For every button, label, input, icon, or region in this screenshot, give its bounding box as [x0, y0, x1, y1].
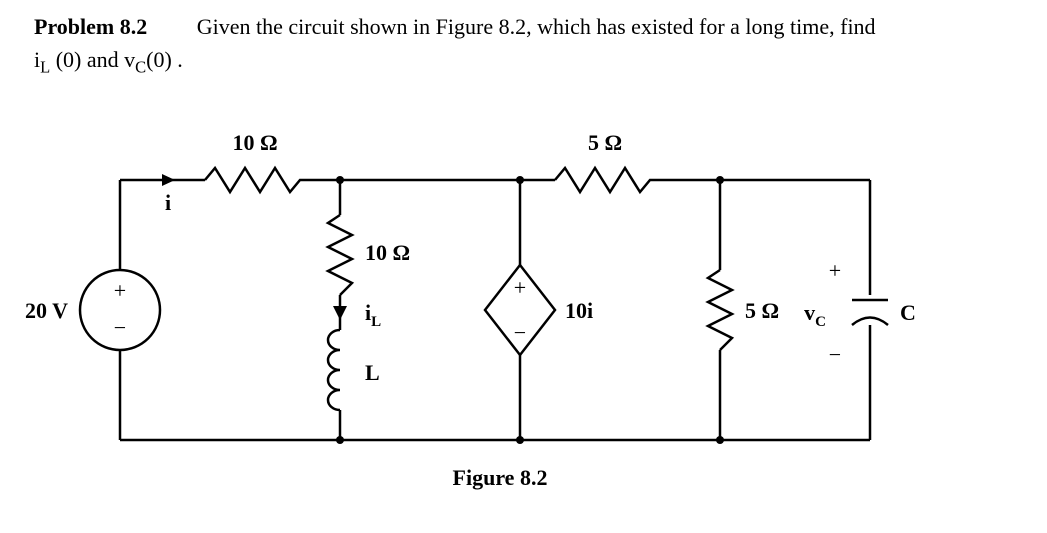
figure-8-2: + − 20 V i 10 Ω 10 Ω iL L + − 10i 5 Ω	[0, 120, 1047, 528]
resistor-series-L: 10 Ω	[328, 215, 410, 295]
vsrc-minus: −	[114, 315, 126, 340]
current-i-arrow: i	[162, 174, 175, 215]
dep-minus: −	[514, 320, 526, 345]
r-parallel-value: 5 Ω	[745, 298, 779, 323]
figure-caption: Figure 8.2	[453, 465, 548, 490]
dependent-source: + − 10i	[485, 265, 593, 355]
dep-value: 10i	[565, 298, 593, 323]
problem-line2: iL (0) and vC(0) .	[34, 47, 183, 72]
inductor-L: L	[328, 330, 380, 410]
r-top-right-value: 5 Ω	[588, 130, 622, 155]
voltage-source: + − 20 V	[25, 270, 160, 350]
svg-text:iL: iL	[365, 300, 381, 330]
vsrc-plus: +	[114, 278, 126, 303]
problem-statement: Problem 8.2 Given the circuit shown in F…	[34, 10, 1014, 80]
svg-text:vC: vC	[804, 300, 826, 330]
dep-plus: +	[514, 275, 526, 300]
cap-minus: −	[829, 342, 841, 367]
problem-title: Problem 8.2	[34, 14, 147, 39]
resistor-top-left: 10 Ω	[205, 130, 305, 192]
resistor-top-right: 5 Ω	[555, 130, 655, 192]
r-top-left-value: 10 Ω	[232, 130, 277, 155]
inductor-label: L	[365, 360, 380, 385]
r-series-L-value: 10 Ω	[365, 240, 410, 265]
circuit-svg: + − 20 V i 10 Ω 10 Ω iL L + − 10i 5 Ω	[0, 120, 1047, 528]
resistor-parallel: 5 Ω	[708, 270, 779, 350]
cap-plus: +	[829, 258, 841, 283]
problem-line1: Given the circuit shown in Figure 8.2, w…	[197, 14, 876, 39]
capacitor-C: + − vC C	[804, 258, 916, 367]
current-i-label: i	[165, 190, 171, 215]
cap-label: C	[900, 300, 916, 325]
vsrc-value: 20 V	[25, 298, 68, 323]
